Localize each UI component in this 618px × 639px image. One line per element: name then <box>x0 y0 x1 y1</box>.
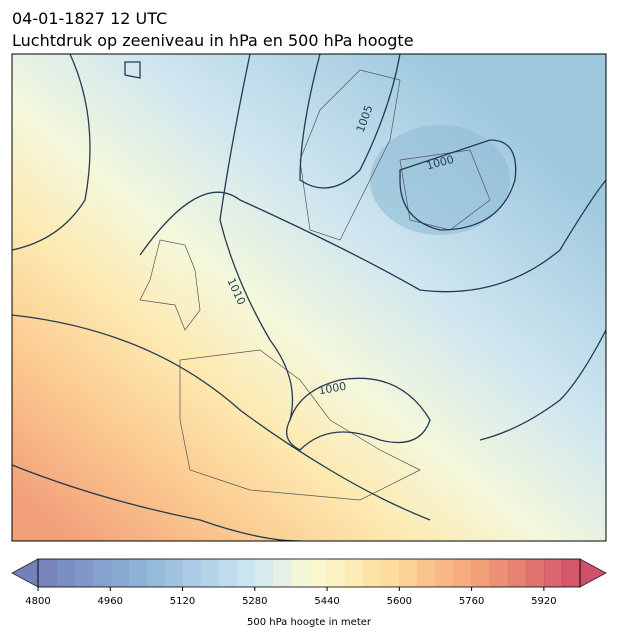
map-frame <box>11 53 607 542</box>
colorbar-bin <box>543 559 563 587</box>
colorbar-bin <box>218 559 238 587</box>
colorbar-label: 500 hPa hoogte in meter <box>247 617 372 628</box>
colorbar-bin <box>345 559 364 587</box>
colorbar-tick-label: 5920 <box>531 596 556 607</box>
contour-label: 1000 <box>317 380 347 398</box>
colorbar-frame <box>37 558 581 588</box>
colorbar-bin <box>110 559 129 587</box>
colorbar-bin <box>38 559 57 587</box>
map <box>12 54 606 541</box>
colorbar-bin <box>92 559 111 587</box>
colorbar-bin <box>146 559 165 587</box>
colorbar-bin <box>200 559 220 587</box>
colorbar-tick-label: 4960 <box>98 596 123 607</box>
colorbar-bin <box>254 559 274 587</box>
title-description: Luchtdruk op zeeniveau in hPa en 500 hPa… <box>12 31 414 50</box>
colorbar-bin <box>309 559 328 587</box>
colorbar-bin <box>561 559 581 587</box>
colorbar-bin <box>525 559 545 587</box>
colorbar-bin <box>290 559 310 587</box>
colorbar-bin <box>236 559 256 587</box>
colorbar-bin <box>128 559 147 587</box>
colorbar-bin <box>435 559 455 587</box>
colorbar-bin <box>399 559 418 587</box>
colorbar-bin <box>417 559 436 587</box>
title-date: 04-01-1827 12 UTC <box>12 9 167 28</box>
colorbar-extend-low <box>11 558 39 588</box>
colorbar-bin <box>507 559 527 587</box>
colorbar-bin <box>489 559 509 587</box>
colorbar-bin <box>471 559 491 587</box>
colorbar-bin <box>56 559 75 587</box>
colorbar-tick-label: 5440 <box>314 596 339 607</box>
colorbar-bin <box>327 559 346 587</box>
colorbar-bin <box>74 559 93 587</box>
colorbar-tick-label: 5760 <box>459 596 484 607</box>
colorbar-extend-high <box>579 558 607 588</box>
colorbar-bin <box>381 559 400 587</box>
colorbar-bin <box>453 559 473 587</box>
colorbar-tick-label: 5600 <box>387 596 412 607</box>
colorbar: 4800 4960 5120 5280 5440 5600 5760 5920 <box>11 558 607 607</box>
colorbar-tick-label: 4800 <box>25 596 50 607</box>
colorbar-bin <box>164 559 184 587</box>
colorbar-bin <box>182 559 202 587</box>
colorbar-tick-label: 5120 <box>170 596 195 607</box>
colorbar-bin <box>363 559 382 587</box>
colorbar-bin <box>272 559 292 587</box>
colorbar-tick-label: 5280 <box>242 596 267 607</box>
